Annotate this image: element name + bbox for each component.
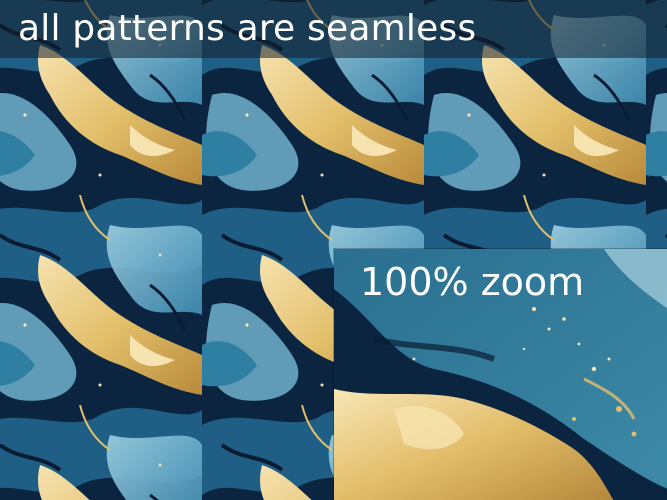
zoomed-pattern-detail bbox=[334, 249, 667, 500]
page-title: all patterns are seamless bbox=[18, 8, 477, 49]
zoom-level-label: 100% zoom bbox=[360, 260, 585, 304]
title-banner: all patterns are seamless bbox=[0, 0, 667, 58]
zoom-detail-panel: 100% zoom bbox=[333, 248, 667, 500]
